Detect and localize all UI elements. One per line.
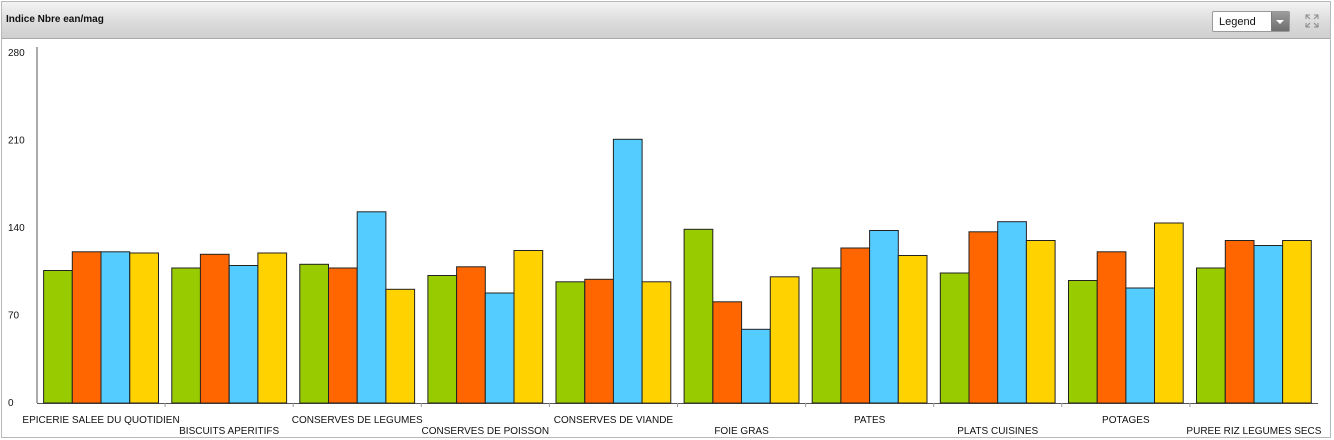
bar xyxy=(1154,222,1184,404)
bar xyxy=(1125,287,1156,404)
chevron-down-icon xyxy=(1271,12,1289,31)
bar xyxy=(328,267,358,404)
bar xyxy=(100,251,131,404)
x-tick-label: PLATS CUISINES xyxy=(957,426,1038,437)
bar xyxy=(1096,251,1127,404)
bar xyxy=(1068,280,1098,404)
bar xyxy=(513,250,544,404)
bar xyxy=(199,253,230,404)
bar xyxy=(869,230,899,404)
x-tick-label: PUREE RIZ LEGUMES SECS xyxy=(1186,426,1321,437)
bar xyxy=(228,265,259,404)
x-tick-label: PATES xyxy=(854,415,886,426)
bar xyxy=(43,270,73,404)
expand-icon[interactable] xyxy=(1304,13,1320,29)
bar xyxy=(997,221,1027,404)
bar xyxy=(385,288,416,404)
bar xyxy=(840,247,871,404)
bar xyxy=(356,211,387,404)
x-tick-label: EPICERIE SALEE DU QUOTIDIEN xyxy=(22,415,179,426)
bar xyxy=(641,281,672,404)
x-tick-label: CONSERVES DE POISSON xyxy=(422,426,550,437)
bar xyxy=(712,301,743,404)
bar xyxy=(299,263,329,404)
bar xyxy=(1224,240,1255,404)
legend-dropdown[interactable]: Legend xyxy=(1212,11,1290,32)
bar xyxy=(584,278,614,404)
bar xyxy=(257,252,288,404)
y-tick-label: 210 xyxy=(8,136,25,147)
bar xyxy=(968,231,999,404)
bar xyxy=(811,267,842,404)
x-tick-label: FOIE GRAS xyxy=(714,426,769,437)
bar xyxy=(129,252,160,404)
legend-dropdown-value: Legend xyxy=(1219,16,1256,28)
bar xyxy=(1025,240,1056,404)
chart-title: Indice Nbre ean/mag xyxy=(6,14,104,25)
bar xyxy=(456,266,486,404)
bar xyxy=(484,292,515,404)
bar xyxy=(555,281,586,404)
x-tick-label: POTAGES xyxy=(1102,415,1150,426)
y-tick-label: 280 xyxy=(8,48,25,59)
bar xyxy=(769,276,800,404)
bar xyxy=(1282,240,1312,404)
y-tick-label: 140 xyxy=(8,223,25,234)
bar xyxy=(897,255,928,404)
bar xyxy=(427,275,458,404)
bar xyxy=(1253,245,1284,404)
y-tick-label: 70 xyxy=(8,311,20,322)
bar xyxy=(1196,267,1226,404)
x-tick-label: CONSERVES DE LEGUMES xyxy=(292,415,423,426)
bar xyxy=(683,228,714,404)
bar xyxy=(612,138,643,404)
x-tick-label: BISCUITS APERITIFS xyxy=(179,426,279,437)
x-tick-label: CONSERVES DE VIANDE xyxy=(554,415,674,426)
bar xyxy=(171,267,202,404)
panel-header: Indice Nbre ean/mag Legend xyxy=(2,2,1330,39)
bar xyxy=(741,328,771,404)
bar xyxy=(71,251,102,404)
bar xyxy=(939,272,970,404)
y-tick-label: 0 xyxy=(8,398,14,409)
